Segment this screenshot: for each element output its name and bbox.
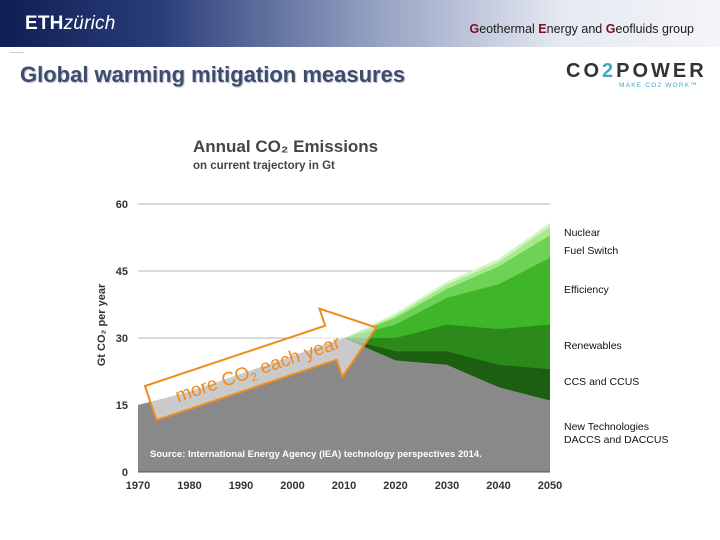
- eth-logo[interactable]: ETHzürich: [25, 13, 116, 35]
- co2power-logo[interactable]: CO2POWER MAKE CO2 WORK™: [566, 60, 707, 95]
- x-tick-label: 1980: [177, 480, 201, 492]
- legend-label: Fuel Switch: [564, 245, 618, 257]
- x-tick-label: 2000: [280, 480, 304, 492]
- co2power-tagline: MAKE CO2 WORK™: [619, 82, 698, 89]
- x-tick-label: 2040: [486, 480, 510, 492]
- legend-label: CCS and CCUS: [564, 376, 639, 388]
- area-baseline: [138, 338, 550, 472]
- x-tick-label: 2020: [383, 480, 407, 492]
- x-tick-label: 1990: [229, 480, 253, 492]
- legend-label: Efficiency: [564, 284, 609, 296]
- trend-arrow: more CO2 each year: [143, 307, 378, 422]
- co2power-wordmark: CO2POWER: [566, 60, 707, 82]
- y-tick-label: 15: [116, 400, 128, 412]
- slide-title: Global warming mitigation measures: [20, 62, 406, 87]
- x-tick-label: 2010: [332, 480, 356, 492]
- x-tick-label: 1970: [126, 480, 150, 492]
- y-tick-label: 0: [122, 467, 128, 479]
- legend-label: Renewables: [564, 340, 622, 352]
- chart-title: Annual CO₂ Emissions: [193, 137, 378, 156]
- x-tick-label: 2030: [435, 480, 459, 492]
- y-tick-label: 45: [116, 266, 128, 278]
- group-name: Geothermal Energy and Geofluids group: [469, 22, 695, 36]
- y-tick-label: 30: [116, 333, 128, 345]
- y-axis-label: Gt CO₂ per year: [96, 283, 108, 366]
- legend-label: Nuclear: [564, 227, 601, 239]
- chart-subtitle: on current trajectory in Gt: [193, 160, 335, 172]
- legend-label: New Technologies: [564, 421, 649, 433]
- trend-arrow-shape: [143, 307, 378, 422]
- eth-logo-bold: ETH: [25, 13, 64, 34]
- header-bar: ETHzürich Geothermal Energy and Geofluid…: [0, 0, 720, 47]
- x-tick-label: 2050: [538, 480, 562, 492]
- source-note: Source: International Energy Agency (IEA…: [150, 449, 482, 460]
- eth-logo-italic: zürich: [63, 13, 116, 34]
- y-tick-label: 60: [116, 199, 128, 211]
- divider: [10, 52, 24, 53]
- legend-label: DACCS and DACCUS: [564, 434, 668, 446]
